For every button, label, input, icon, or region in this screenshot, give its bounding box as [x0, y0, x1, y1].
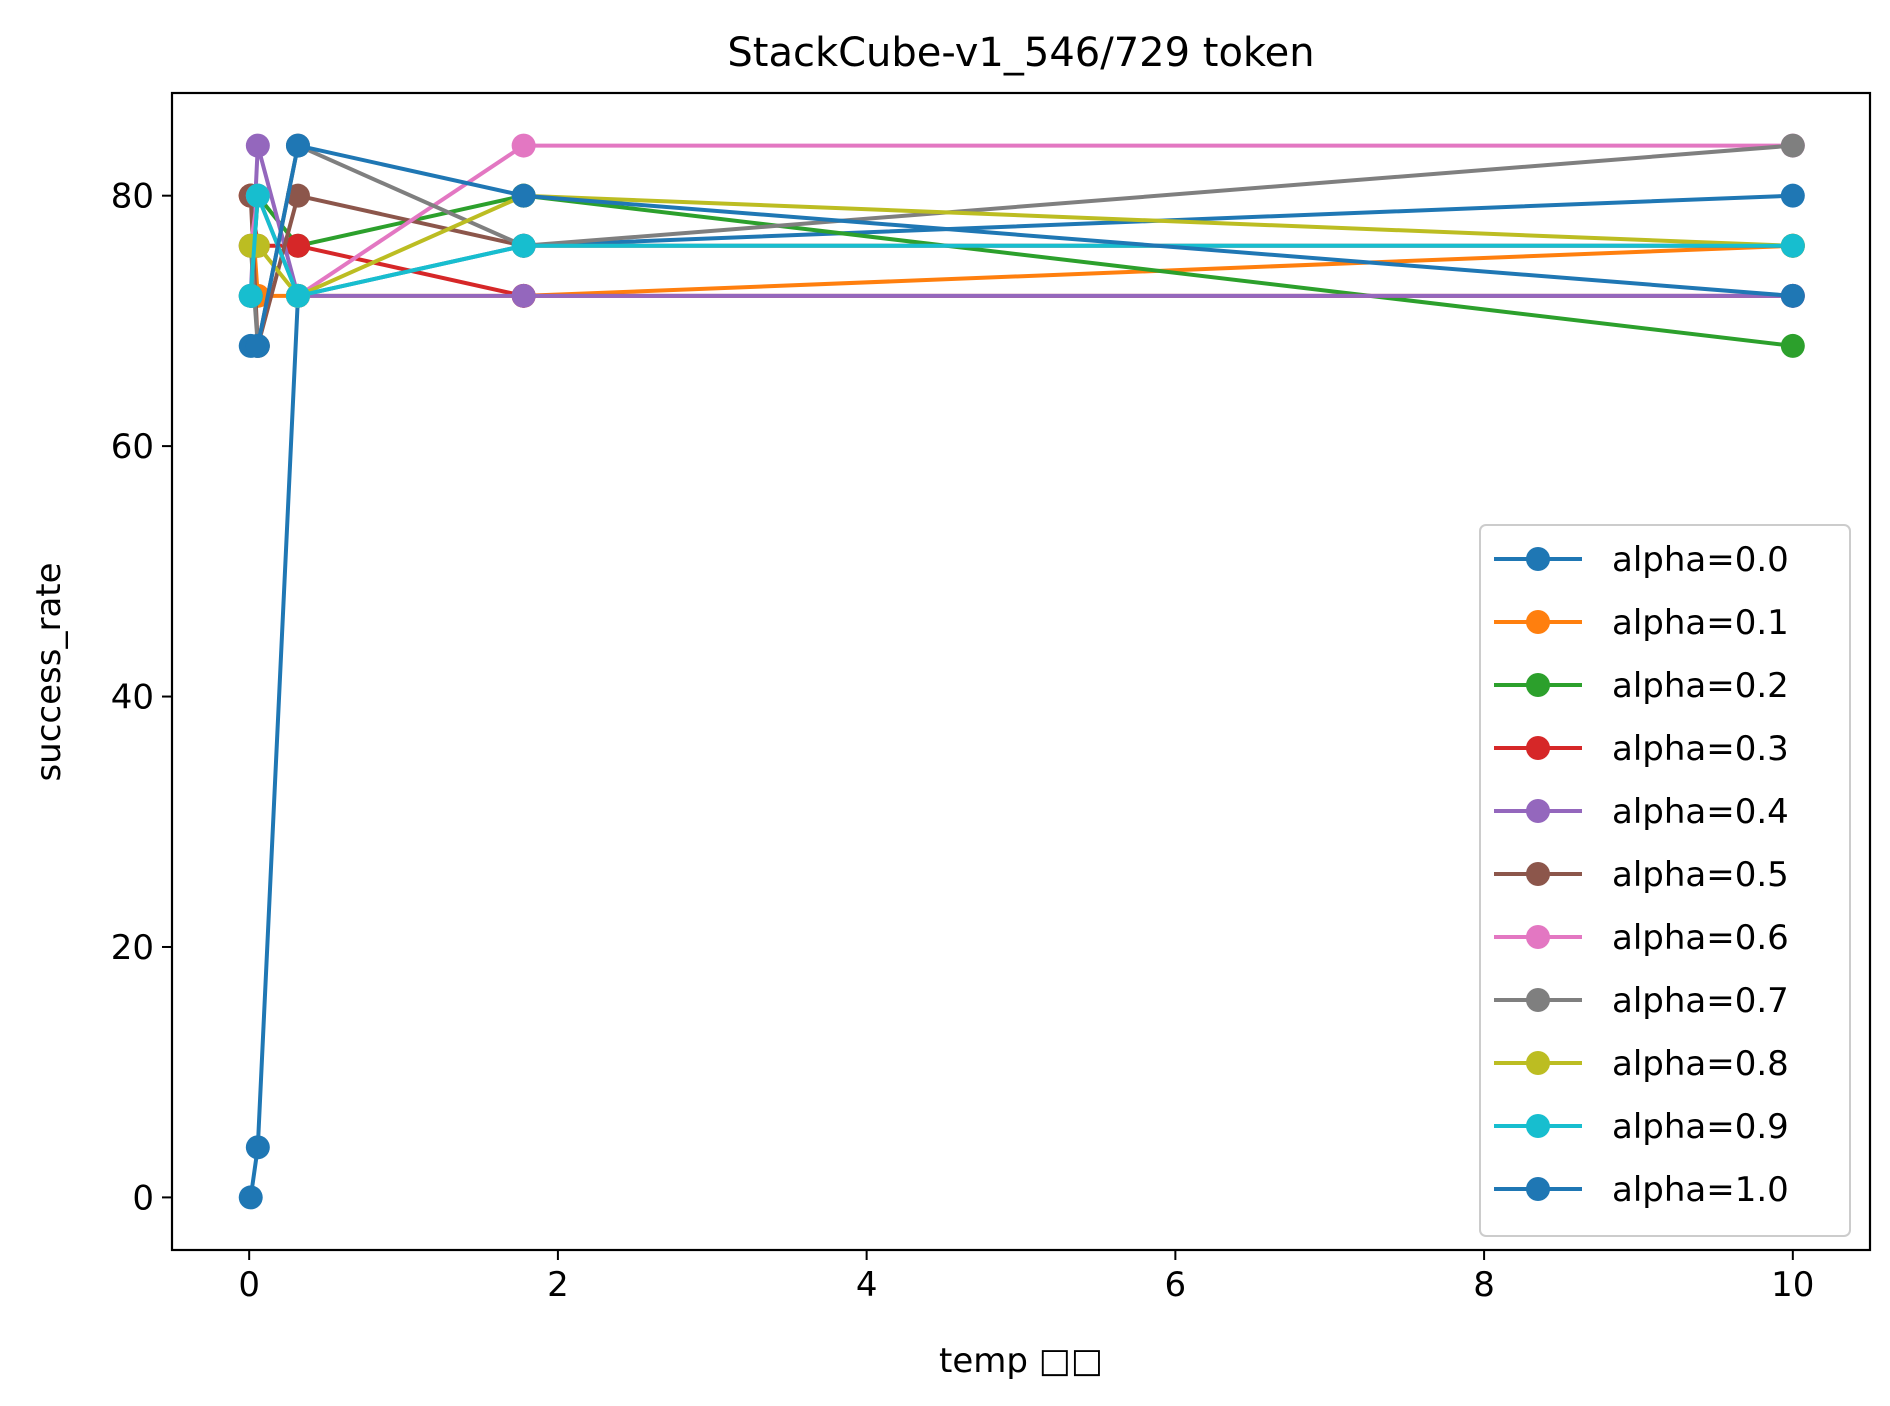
data-point — [245, 1135, 270, 1160]
legend-label: alpha=0.9 — [1612, 1107, 1789, 1147]
series-alpha=0.9 — [238, 183, 1805, 308]
legend-label: alpha=0.8 — [1612, 1044, 1789, 1084]
data-point — [511, 233, 536, 258]
x-tick-label: 8 — [1473, 1265, 1495, 1305]
data-point — [245, 183, 270, 208]
data-point — [245, 133, 270, 158]
legend-label: alpha=0.1 — [1612, 603, 1789, 643]
x-tick-label: 10 — [1771, 1265, 1814, 1305]
legend-marker — [1526, 799, 1550, 823]
x-axis: 0 2 4 6 8 10 — [238, 1250, 1814, 1305]
legend-marker — [1526, 862, 1550, 886]
data-point — [1780, 233, 1805, 258]
legend-label: alpha=0.0 — [1612, 540, 1789, 580]
legend-label: alpha=0.6 — [1612, 918, 1789, 958]
data-point — [511, 283, 536, 308]
legend-marker — [1526, 1114, 1550, 1138]
legend-marker — [1526, 610, 1550, 634]
data-point — [285, 183, 310, 208]
legend-marker — [1526, 547, 1550, 571]
legend-label: alpha=0.4 — [1612, 792, 1789, 832]
legend-label: alpha=0.3 — [1612, 729, 1789, 769]
y-axis: 0 20 40 60 80 — [111, 177, 172, 1218]
data-point — [245, 233, 270, 258]
data-point — [511, 133, 536, 158]
y-tick-label: 20 — [111, 928, 154, 968]
series-alpha=1.0 — [238, 133, 1805, 358]
data-point — [1780, 183, 1805, 208]
legend-marker — [1526, 1177, 1550, 1201]
axes-frame — [170, 91, 1872, 1252]
plot-area — [238, 133, 1805, 1210]
data-point — [238, 1185, 263, 1210]
x-tick-label: 6 — [1165, 1265, 1187, 1305]
data-point — [245, 333, 270, 358]
y-tick-label: 0 — [132, 1178, 154, 1218]
data-point — [511, 183, 536, 208]
legend-label: alpha=1.0 — [1612, 1170, 1789, 1210]
x-tick-label: 0 — [238, 1265, 260, 1305]
legend-label: alpha=0.5 — [1612, 855, 1789, 895]
data-point — [285, 233, 310, 258]
y-tick-label: 60 — [111, 427, 154, 467]
legend-marker — [1526, 988, 1550, 1012]
chart-title: StackCube-v1_546/729 token — [727, 30, 1314, 76]
data-point — [1780, 333, 1805, 358]
x-tick-label: 2 — [547, 1265, 569, 1305]
legend-marker — [1526, 925, 1550, 949]
legend-label: alpha=0.2 — [1612, 666, 1789, 706]
data-point — [238, 283, 263, 308]
y-axis-label: success_rate — [29, 562, 69, 781]
y-tick-label: 40 — [111, 678, 154, 718]
legend: alpha=0.0 alpha=0.1 alpha=0.2 alpha=0.3 alph… — [1479, 524, 1851, 1237]
legend-label: alpha=0.7 — [1612, 981, 1789, 1021]
x-tick-label: 4 — [856, 1265, 878, 1305]
data-point — [1780, 283, 1805, 308]
x-axis-label: temp □□ — [939, 1341, 1103, 1381]
data-point — [285, 283, 310, 308]
legend-frame — [1479, 524, 1851, 1237]
data-point — [1780, 133, 1805, 158]
data-point — [285, 133, 310, 158]
legend-marker — [1526, 736, 1550, 760]
legend-marker — [1526, 1051, 1550, 1075]
legend-marker — [1526, 673, 1550, 697]
y-tick-label: 80 — [111, 177, 154, 217]
